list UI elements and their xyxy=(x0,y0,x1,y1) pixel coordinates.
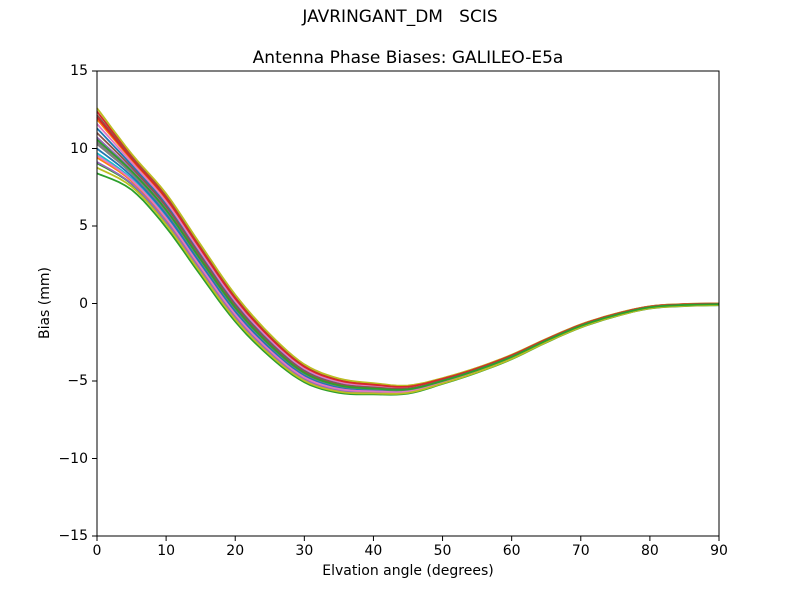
y-axis-label: Bias (mm) xyxy=(37,266,53,340)
x-tick-label-50: 50 xyxy=(433,543,452,559)
x-tick-label-60: 60 xyxy=(502,543,521,559)
bias-curve-line-5 xyxy=(96,136,719,391)
bias-curve-line-17 xyxy=(96,154,719,394)
x-tick-label-10: 10 xyxy=(157,543,176,559)
x-tick-label-80: 80 xyxy=(640,543,659,559)
axis-ticks xyxy=(92,70,720,541)
y-tick-label--15: −15 xyxy=(58,528,88,544)
x-tick-label-70: 70 xyxy=(571,543,590,559)
bias-curve-line-15 xyxy=(96,161,719,394)
figure-suptitle: JAVRINGANT_DM SCIS xyxy=(302,7,498,27)
y-tick-label-0: 0 xyxy=(79,295,88,312)
y-tick-label-15: 15 xyxy=(70,63,88,79)
x-tick-label-40: 40 xyxy=(364,543,383,559)
y-tick-label-5: 5 xyxy=(79,218,88,234)
bias-curve-line-19 xyxy=(96,166,720,395)
phase-bias-curves xyxy=(96,107,720,396)
bias-curve-line-3 xyxy=(96,162,720,395)
x-tick-label-30: 30 xyxy=(295,543,314,559)
x-tick-label-90: 90 xyxy=(710,543,728,559)
axes-box xyxy=(96,70,720,537)
bias-curve-line-18 xyxy=(96,141,720,392)
x-tick-label-20: 20 xyxy=(226,543,245,559)
bias-curve-line-20 xyxy=(96,138,720,391)
bias-curve-line-13 xyxy=(96,172,720,396)
x-axis-label: Elvation angle (degrees) xyxy=(322,563,494,579)
bias-curve-line-12 xyxy=(96,156,720,394)
bias-curve-line-8 xyxy=(96,143,719,392)
chart-title: Antenna Phase Biases: GALILEO-E5a xyxy=(252,48,564,68)
x-tick-label-0: 0 xyxy=(92,543,102,559)
bias-curve-line-11 xyxy=(96,147,720,393)
y-tick-label-10: 10 xyxy=(70,140,88,157)
bias-curve-line-10 xyxy=(96,152,720,393)
y-tick-label--10: −10 xyxy=(58,450,88,467)
y-tick-label--5: −5 xyxy=(67,373,88,389)
